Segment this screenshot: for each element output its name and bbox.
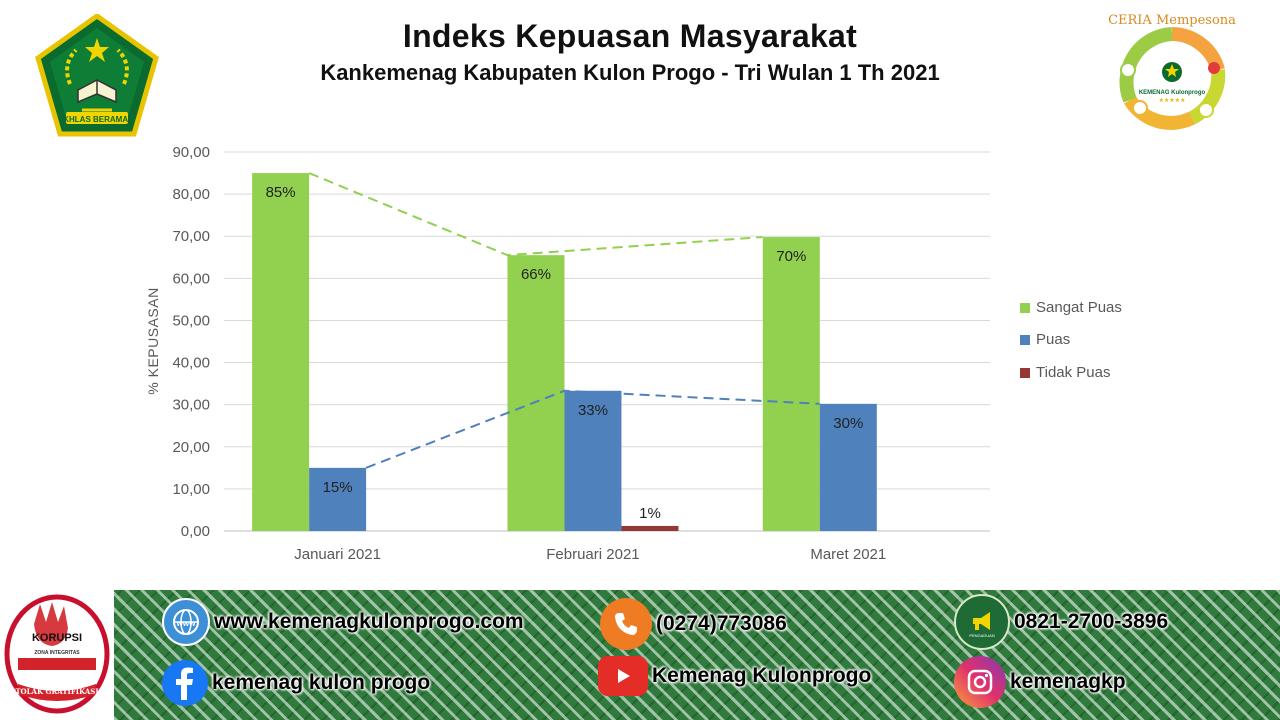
y-tick-label: 30,00	[172, 397, 210, 414]
logo-right-text: CERIA Mempesona	[1108, 14, 1236, 28]
ceria-mempesona-logo: CERIA Mempesona KEMENAG Kulonprogo ★★★★★	[1108, 14, 1236, 130]
legend-label: Tidak Puas	[1036, 364, 1111, 381]
contact-instagram[interactable]: kemenagkp	[954, 656, 1126, 708]
legend-label: Puas	[1036, 331, 1071, 348]
youtube-text[interactable]: Kemenag Kulonprogo	[652, 664, 872, 687]
chart-subtitle: Kankemenag Kabupaten Kulon Progo - Tri W…	[320, 60, 940, 85]
megaphone-caption: PENGADUAN	[969, 633, 994, 638]
y-tick-label: 20,00	[172, 439, 210, 456]
data-label: 70%	[776, 248, 806, 265]
phone-text[interactable]: (0274)773086	[656, 612, 787, 635]
youtube-icon	[598, 656, 648, 696]
trendline-puas	[365, 389, 820, 469]
legend-swatch	[1020, 302, 1030, 313]
y-tick-label: 60,00	[172, 270, 210, 287]
www-icon-text: www	[176, 619, 196, 628]
bars	[252, 173, 877, 532]
logo-right-inner-text: KEMENAG Kulonprogo	[1139, 90, 1206, 96]
megaphone-icon: PENGADUAN	[954, 594, 1010, 650]
legend-item-sangat-puas: Sangat Puas	[1020, 299, 1122, 316]
website-text[interactable]: www.kemenagkulonprogo.com	[214, 610, 524, 633]
y-axis-label: % KEPUSASAN	[145, 287, 161, 394]
legend-item-tidak-puas: Tidak Puas	[1020, 364, 1110, 381]
phone-icon	[600, 598, 652, 650]
bar-sangat-puas	[507, 255, 565, 531]
legend-swatch	[1020, 334, 1030, 345]
bar-chart: 0,00 10,00 20,00 30,00 40,00 50,00 60,00 70,00 8…	[145, 144, 990, 563]
legend-item-puas: Puas	[1020, 331, 1070, 348]
contact-youtube[interactable]: Kemenag Kulonprogo	[598, 656, 871, 696]
bar-sangat-puas	[252, 173, 310, 532]
data-label: 33%	[578, 402, 608, 419]
x-axis-ticks: Januari 2021 Februari 2021 Maret 2021	[294, 546, 886, 563]
data-label: 30%	[833, 415, 863, 432]
bar-puas	[564, 390, 622, 531]
data-label: 15%	[323, 479, 353, 496]
bar-puas	[309, 467, 367, 531]
data-label: 85%	[266, 184, 296, 201]
legend-label: Sangat Puas	[1036, 299, 1122, 316]
badge-text-zona: ZONA INTEGRITAS	[34, 650, 80, 656]
kemenag-logo: IKHLAS BERAMAL	[35, 14, 159, 137]
badge-text-korupsi: KORUPSI	[32, 632, 82, 644]
contact-whatsapp[interactable]: PENGADUAN 0821-2700-3896	[954, 594, 1168, 650]
globe-icon: www	[162, 598, 210, 646]
y-tick-label: 50,00	[172, 312, 210, 329]
bar-tidak-puas	[621, 525, 679, 531]
y-tick-label: 90,00	[172, 144, 210, 161]
y-tick-label: 0,00	[181, 523, 210, 540]
y-tick-label: 80,00	[172, 186, 210, 203]
contact-facebook[interactable]: kemenag kulon progo	[162, 660, 430, 706]
x-tick-label: Maret 2021	[810, 546, 886, 563]
bar-puas	[819, 403, 877, 531]
bar-sangat-puas	[762, 237, 820, 531]
data-label: 66%	[521, 266, 551, 283]
facebook-icon	[162, 660, 208, 706]
trendlines	[308, 172, 820, 469]
whatsapp-text[interactable]: 0821-2700-3896	[1014, 610, 1169, 633]
y-axis-ticks: 0,00 10,00 20,00 30,00 40,00 50,00 60,00 70,00 8…	[172, 144, 210, 540]
y-tick-label: 70,00	[172, 228, 210, 245]
x-tick-label: Februari 2021	[546, 546, 639, 563]
contact-footer	[114, 590, 1280, 720]
chart-title: Indeks Kepuasan Masyarakat	[402, 18, 858, 54]
badge-text-gratifikasi: TOLAK GRATIFIKASI	[15, 687, 98, 696]
logo-left-text: IKHLAS BERAMAL	[61, 115, 133, 124]
logo-right-stars: ★★★★★	[1159, 97, 1186, 104]
contact-phone[interactable]: (0274)773086	[600, 598, 787, 650]
x-tick-label: Januari 2021	[294, 546, 381, 563]
instagram-text[interactable]: kemenagkp	[1010, 670, 1126, 693]
contact-website[interactable]: www www.kemenagkulonprogo.com	[162, 598, 524, 646]
legend-swatch	[1020, 367, 1030, 378]
trendline-sangat-puas	[308, 172, 763, 257]
data-labels: 85% 66% 70% 15% 33% 30% 1%	[266, 184, 864, 522]
anti-corruption-badge: KORUPSI ZONA INTEGRITAS TOLAK GRATIFIKAS…	[4, 594, 110, 714]
instagram-icon	[954, 656, 1006, 708]
facebook-text[interactable]: kemenag kulon progo	[212, 671, 431, 694]
y-tick-label: 10,00	[172, 481, 210, 498]
data-label: 1%	[639, 505, 661, 522]
y-tick-label: 40,00	[172, 355, 210, 372]
